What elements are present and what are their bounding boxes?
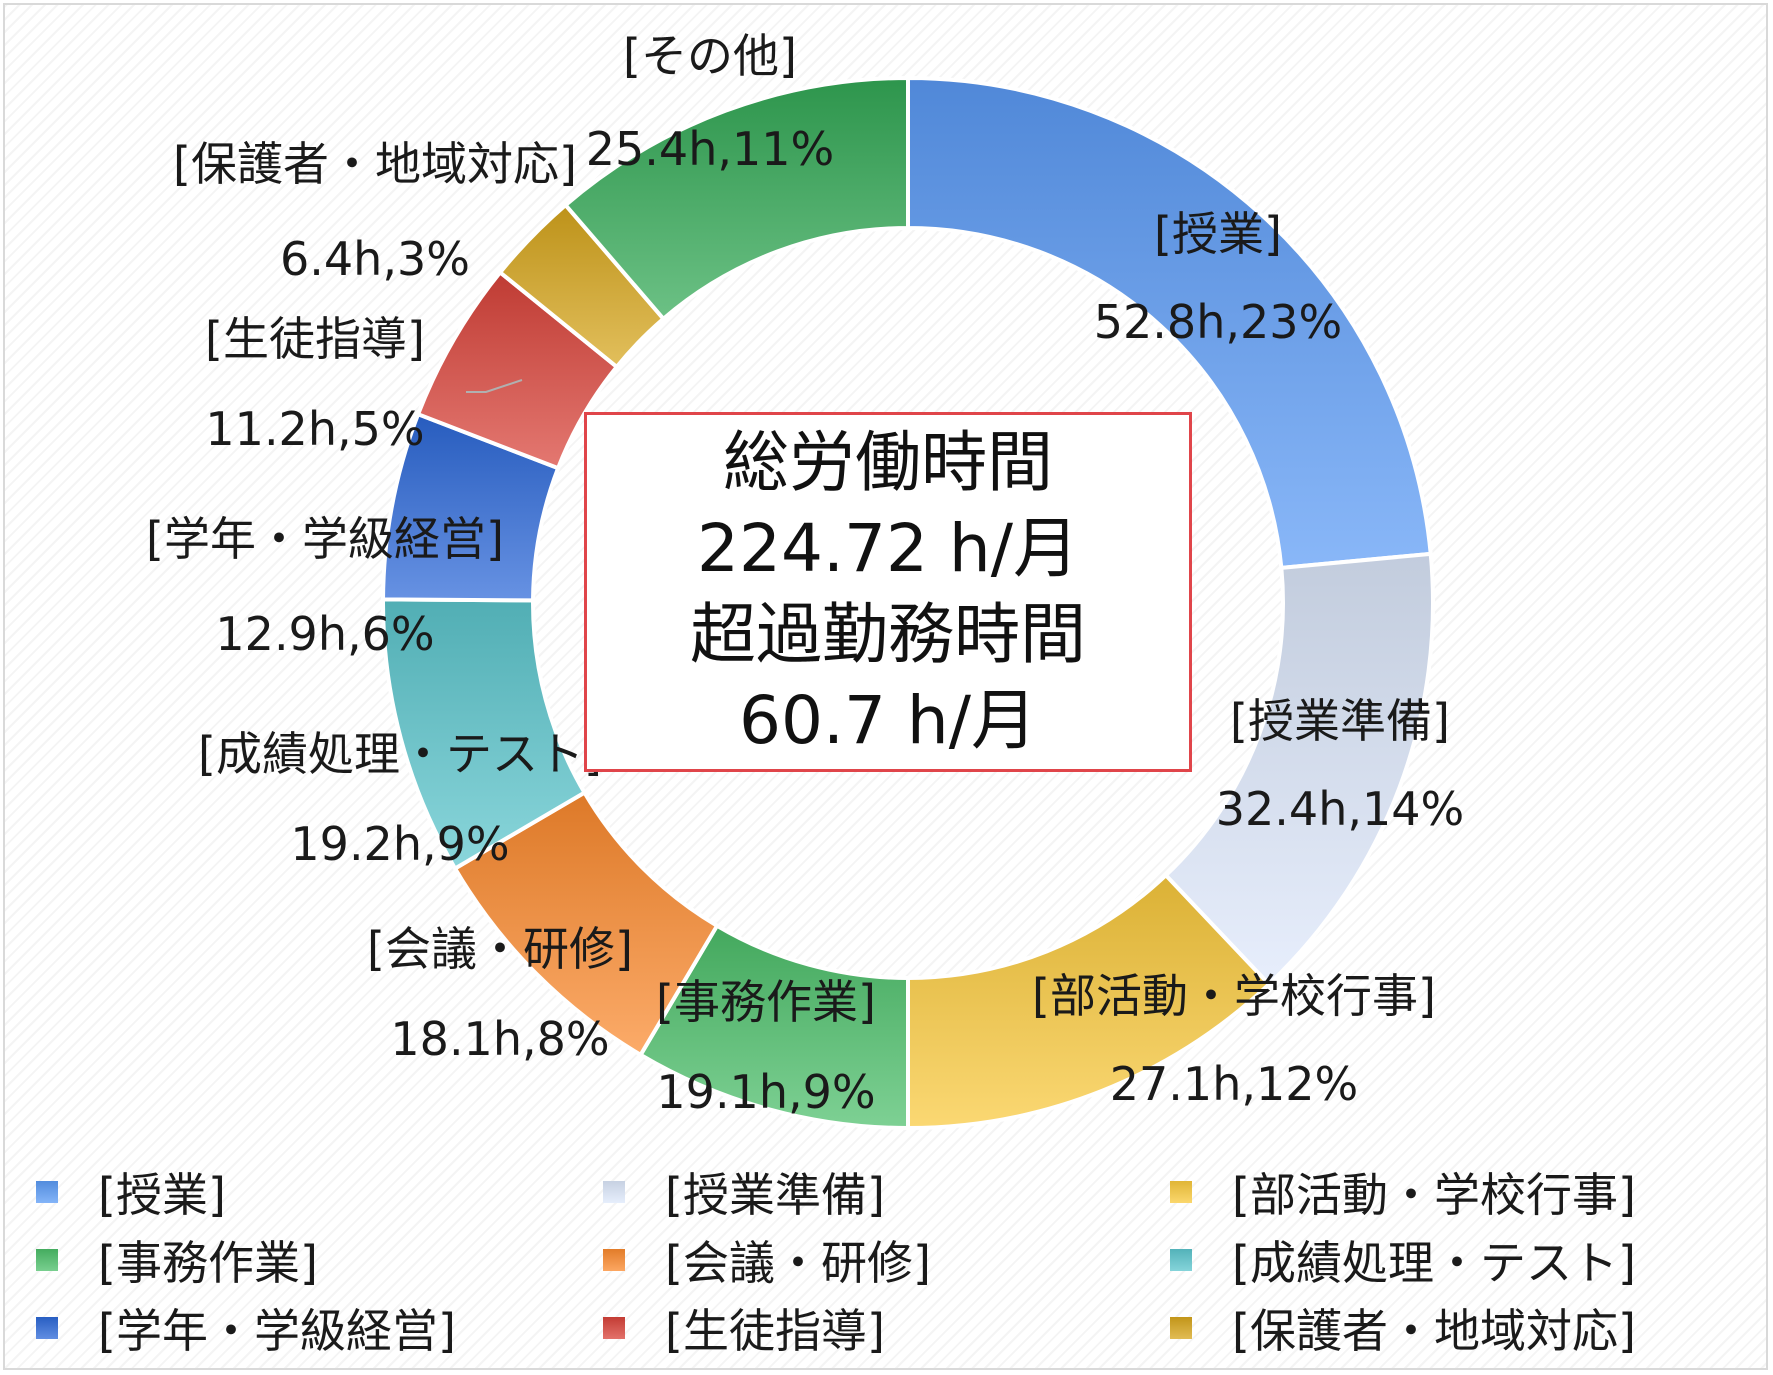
legend-swatch-parent-community — [1170, 1317, 1192, 1339]
legend-item-lessons: [授業] — [36, 1160, 226, 1224]
legend-item-grading-tests: [成績処理・テスト] — [1170, 1228, 1636, 1292]
data-label-category-lesson-prep: [授業準備] — [1230, 694, 1450, 748]
data-label-value-club-events: 27.1h,12% — [1110, 1057, 1358, 1111]
legend-swatch-grading-tests — [1170, 1249, 1192, 1271]
center-summary-box: 総労働時間 224.72 h/月 超過勤務時間 60.7 h/月 — [584, 412, 1192, 772]
legend-swatch-club-events — [1170, 1181, 1192, 1203]
data-label-category-other: [その他] — [623, 29, 797, 83]
slice-other — [562, 75, 910, 322]
legend-item-student-guidance: [生徒指導] — [603, 1296, 885, 1360]
legend-label-grade-class-mgmt: [学年・学級経営] — [98, 1304, 456, 1358]
data-label-value-lesson-prep: 32.4h,14% — [1216, 782, 1464, 836]
legend-label-grading-tests: [成績処理・テスト] — [1232, 1236, 1636, 1290]
data-label-value-parent-community: 6.4h,3% — [280, 232, 470, 286]
legend-item-club-events: [部活動・学校行事] — [1170, 1160, 1636, 1224]
data-label-value-grading-tests: 19.2h,9% — [290, 817, 509, 871]
data-label-category-student-guidance: [生徒指導] — [205, 312, 425, 366]
legend-label-lesson-prep: [授業準備] — [665, 1168, 885, 1222]
legend-swatch-meetings-training — [603, 1249, 625, 1271]
legend-swatch-lessons — [36, 1181, 58, 1203]
legend-item-office-work: [事務作業] — [36, 1228, 318, 1292]
legend-item-grade-class-mgmt: [学年・学級経営] — [36, 1296, 456, 1360]
total-hours-value: 224.72 h/月 — [697, 510, 1079, 587]
legend-label-meetings-training: [会議・研修] — [665, 1236, 931, 1290]
data-label-category-club-events: [部活動・学校行事] — [1032, 969, 1436, 1023]
data-label-category-grading-tests: [成績処理・テスト] — [198, 727, 602, 781]
legend-label-office-work: [事務作業] — [98, 1236, 318, 1290]
total-hours-title: 総労働時間 — [723, 424, 1053, 501]
legend-swatch-office-work — [36, 1249, 58, 1271]
overtime-title: 超過勤務時間 — [690, 596, 1086, 673]
legend-swatch-student-guidance — [603, 1317, 625, 1339]
legend: [授業] [授業準備] [部活動・学校行事] [事務作業] [会議・研修] [成績処理・テ… — [0, 1150, 1773, 1370]
data-label-category-lessons: [授業] — [1154, 207, 1282, 261]
data-label-value-other: 25.4h,11% — [586, 122, 834, 176]
data-label-category-grade-class-mgmt: [学年・学級経営] — [146, 512, 504, 566]
legend-label-club-events: [部活動・学校行事] — [1232, 1168, 1636, 1222]
legend-swatch-grade-class-mgmt — [36, 1317, 58, 1339]
legend-item-meetings-training: [会議・研修] — [603, 1228, 931, 1292]
legend-label-lessons: [授業] — [98, 1168, 226, 1222]
data-label-value-lessons: 52.8h,23% — [1094, 295, 1342, 349]
data-label-value-meetings-training: 18.1h,8% — [390, 1012, 609, 1066]
legend-swatch-lesson-prep — [603, 1181, 625, 1203]
legend-item-lesson-prep: [授業準備] — [603, 1160, 885, 1224]
legend-label-student-guidance: [生徒指導] — [665, 1304, 885, 1358]
legend-label-parent-community: [保護者・地域対応] — [1232, 1304, 1636, 1358]
legend-item-parent-community: [保護者・地域対応] — [1170, 1296, 1636, 1360]
data-label-value-office-work: 19.1h,9% — [656, 1065, 875, 1119]
data-label-value-student-guidance: 11.2h,5% — [205, 402, 424, 456]
overtime-value: 60.7 h/月 — [739, 682, 1037, 759]
slice-lessons — [906, 75, 1433, 571]
data-label-category-office-work: [事務作業] — [656, 975, 876, 1029]
data-label-value-grade-class-mgmt: 12.9h,6% — [215, 607, 434, 661]
data-label-category-meetings-training: [会議・研修] — [367, 922, 633, 976]
leader-line — [466, 379, 523, 393]
data-label-category-parent-community: [保護者・地域対応] — [173, 137, 577, 191]
